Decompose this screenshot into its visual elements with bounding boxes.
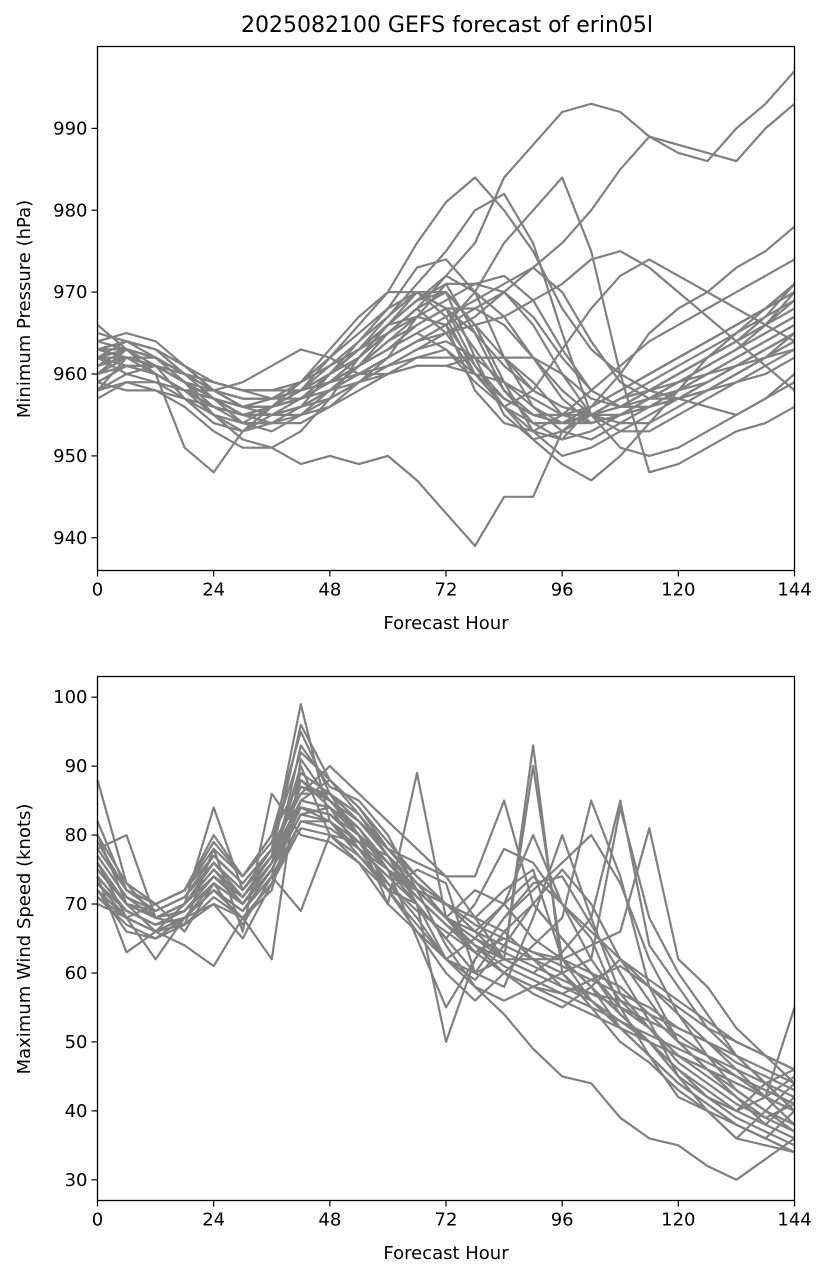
pressure-series-group [96,70,796,548]
wind-speed-plot: 0 24 48 72 96 120 144 30 40 50 60 70 80 90 100 Forecas… [14,675,812,1264]
pressure-y-tick-label: 940 [53,528,87,549]
pressure-axis-ticks: 0 24 48 72 96 120 144 940 950 960 970 980 990 [53,118,812,600]
wind-y-tick-label: 90 [65,756,88,777]
wind-series-line-m25 [96,820,795,1154]
pressure-y-tick-label: 950 [53,446,87,467]
wind-series-line-m26 [96,785,795,1092]
wind-y-tick-label: 70 [65,894,88,915]
pressure-y-tick-label: 990 [53,118,87,139]
wind-x-axis-label: Forecast Hour [383,1243,509,1264]
pressure-x-tick-label: 120 [661,580,695,601]
pressure-y-tick-label: 980 [53,200,87,221]
wind-x-tick-label: 72 [435,1210,458,1231]
wind-axes-frame [96,675,796,1202]
wind-series-line-m27 [96,813,795,1105]
pressure-y-tick-label: 960 [53,364,87,385]
pressure-y-axis-label: Minimum Pressure (hPa) [14,200,35,418]
wind-y-axis-label: Maximum Wind Speed (knots) [14,804,35,1075]
wind-y-tick-label: 80 [65,825,88,846]
wind-series-line-m28 [96,806,795,1099]
pressure-x-tick-label: 72 [435,580,458,601]
pressure-plot: 0 24 48 72 96 120 144 940 950 960 970 980 990 Foreca… [14,45,812,634]
wind-x-tick-label: 48 [318,1210,341,1231]
pressure-x-tick-label: 144 [777,580,811,601]
pressure-x-tick-label: 48 [318,580,341,601]
wind-series-line-m21 [96,827,795,1071]
pressure-x-tick-label: 0 [92,580,103,601]
pressure-series-line-m31 [97,266,796,408]
wind-x-tick-label: 120 [661,1210,695,1231]
figure-title: 2025082100 GEFS forecast of erin05l [241,13,653,38]
wind-x-tick-label: 24 [202,1210,225,1231]
wind-y-tick-label: 50 [65,1032,88,1053]
pressure-series-line-m29 [97,274,796,408]
wind-y-tick-label: 60 [65,963,88,984]
pressure-x-tick-label: 24 [202,580,225,601]
wind-series-line-m16 [96,799,795,1140]
pressure-series-line-m28 [97,291,796,416]
wind-y-tick-label: 40 [65,1101,88,1122]
pressure-x-axis-label: Forecast Hour [383,613,509,634]
wind-x-tick-label: 144 [777,1210,811,1231]
wind-x-tick-label: 0 [92,1210,103,1231]
pressure-x-tick-label: 96 [551,580,574,601]
pressure-axes-frame [96,45,796,572]
wind-axis-ticks: 0 24 48 72 96 120 144 30 40 50 60 70 80 90 100 [53,687,812,1230]
wind-series-group [96,702,796,1181]
wind-series-line-m05 [96,744,796,1140]
wind-x-tick-label: 96 [551,1210,574,1231]
wind-y-tick-label: 30 [65,1170,88,1191]
pressure-y-tick-label: 970 [53,282,87,303]
wind-y-tick-label: 100 [53,687,87,708]
pressure-series-line-m27 [97,192,796,457]
